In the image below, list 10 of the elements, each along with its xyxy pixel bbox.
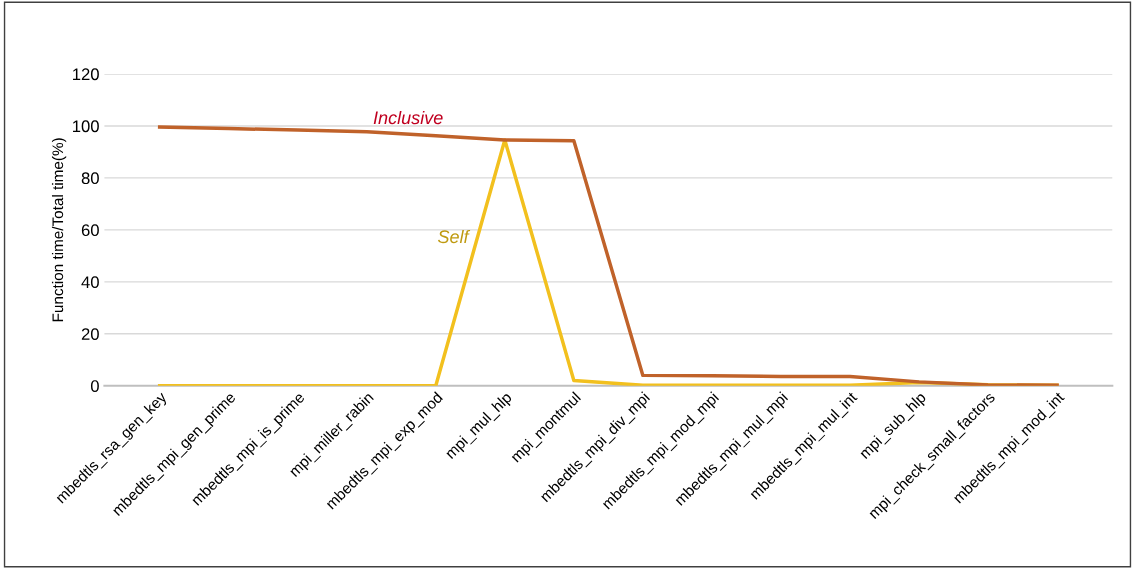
series-label: Self bbox=[437, 229, 471, 244]
y-tick-label: 120 bbox=[73, 68, 99, 81]
y-axis-title: Function time/Total time(%) bbox=[51, 138, 67, 322]
y-tick-label: 80 bbox=[81, 172, 99, 185]
y-tick-label: 0 bbox=[90, 380, 99, 392]
series-label: Inclusive bbox=[373, 110, 443, 125]
y-tick-label: 20 bbox=[81, 328, 99, 341]
y-tick-label: 40 bbox=[81, 276, 99, 289]
y-tick-label: 100 bbox=[73, 120, 99, 133]
y-tick-label: 60 bbox=[81, 224, 99, 237]
